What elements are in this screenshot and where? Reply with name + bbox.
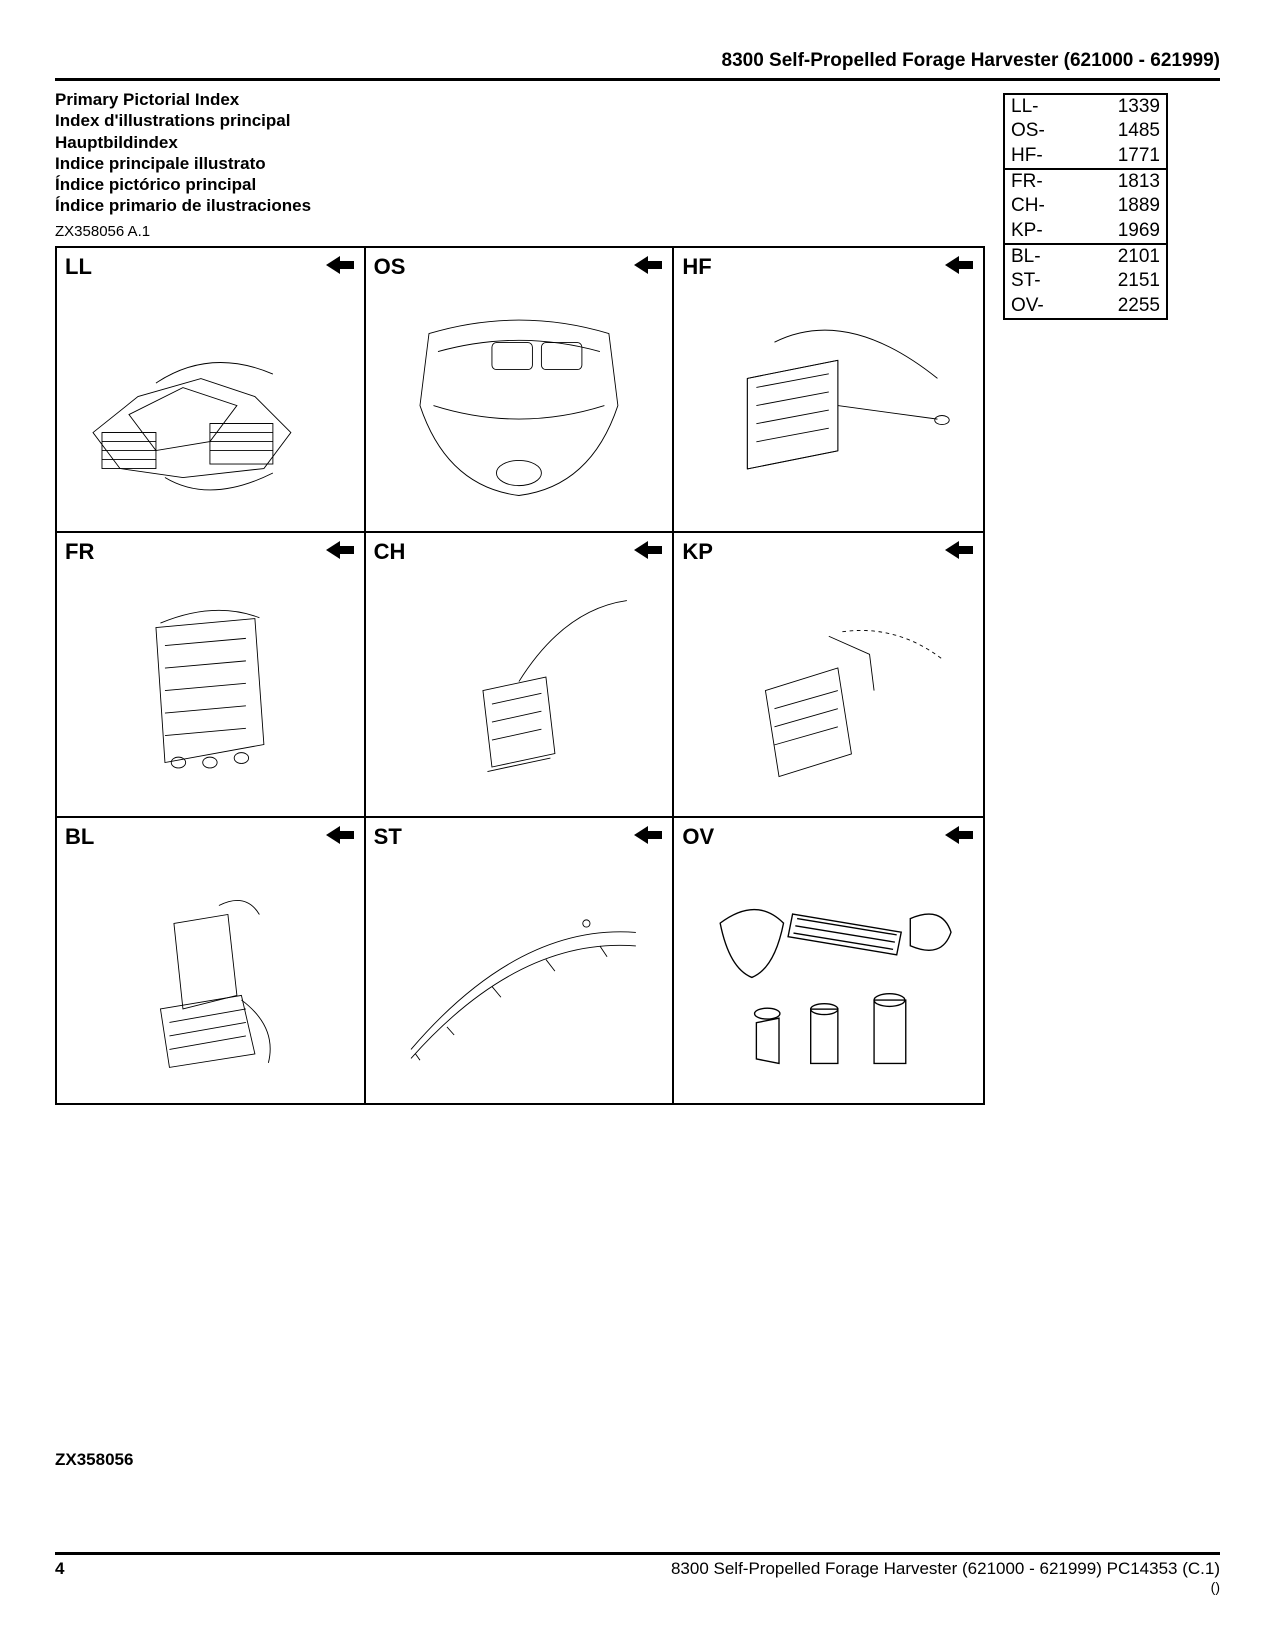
cell-label: CH <box>374 539 406 565</box>
table-row: BL-2101 <box>1005 244 1166 269</box>
grid-cell-os[interactable]: OS <box>366 248 675 533</box>
cell-label: BL <box>65 824 94 850</box>
cell-illustration <box>674 852 983 1103</box>
grid-cell-ch[interactable]: CH <box>366 533 675 818</box>
grid-cell-bl[interactable]: BL <box>57 818 366 1103</box>
grid-cell-st[interactable]: ST <box>366 818 675 1103</box>
cell-illustration <box>366 282 673 531</box>
cell-illustration <box>57 852 364 1103</box>
cell-illustration <box>366 567 673 816</box>
cell-label: FR <box>65 539 94 565</box>
cell-illustration <box>366 852 673 1103</box>
nav-arrow-icon <box>326 256 354 274</box>
drawing-code-bottom: ZX358056 <box>55 1450 133 1470</box>
grid-cell-fr[interactable]: FR <box>57 533 366 818</box>
cell-label: KP <box>682 539 713 565</box>
footer-page-number: 4 <box>55 1559 64 1595</box>
header-title: 8300 Self-Propelled Forage Harvester (62… <box>55 50 1220 78</box>
left-column: Primary Pictorial Index Index d'illustra… <box>55 89 985 1105</box>
footer-line: 8300 Self-Propelled Forage Harvester (62… <box>671 1559 1220 1578</box>
index-titles: Primary Pictorial Index Index d'illustra… <box>55 89 985 217</box>
table-row: HF-1771 <box>1005 144 1166 169</box>
index-title-line: Índice primario de ilustraciones <box>55 195 985 216</box>
page-root: 8300 Self-Propelled Forage Harvester (62… <box>0 0 1275 1650</box>
nav-arrow-icon <box>326 541 354 559</box>
nav-arrow-icon <box>945 826 973 844</box>
index-title-line: Hauptbildindex <box>55 132 985 153</box>
nav-arrow-icon <box>326 826 354 844</box>
cell-illustration <box>674 282 983 531</box>
pictorial-grid: LL <box>55 246 985 1105</box>
index-title-line: Índice pictórico principal <box>55 174 985 195</box>
table-row: LL-1339 <box>1005 95 1166 119</box>
cell-label: OV <box>682 824 714 850</box>
content-row: Primary Pictorial Index Index d'illustra… <box>55 89 1220 1105</box>
nav-arrow-icon <box>945 541 973 559</box>
grid-cell-kp[interactable]: KP <box>674 533 983 818</box>
table-row: CH-1889 <box>1005 194 1166 218</box>
reference-page-table: LL-1339 OS-1485 HF-1771 FR-1813 CH-1889 … <box>1003 93 1168 320</box>
nav-arrow-icon <box>945 256 973 274</box>
cell-illustration <box>674 567 983 816</box>
grid-cell-ov[interactable]: OV <box>674 818 983 1103</box>
grid-cell-ll[interactable]: LL <box>57 248 366 533</box>
table-row: FR-1813 <box>1005 169 1166 194</box>
drawing-code-top: ZX358056 A.1 <box>55 223 985 240</box>
cell-label: ST <box>374 824 402 850</box>
page-footer: 4 8300 Self-Propelled Forage Harvester (… <box>55 1552 1220 1595</box>
cell-label: LL <box>65 254 92 280</box>
nav-arrow-icon <box>634 826 662 844</box>
footer-sub: () <box>671 1579 1220 1595</box>
cell-illustration <box>57 567 364 816</box>
footer-right: 8300 Self-Propelled Forage Harvester (62… <box>671 1559 1220 1595</box>
table-row: OS-1485 <box>1005 119 1166 143</box>
table-row: OV-2255 <box>1005 294 1166 318</box>
table-row: ST-2151 <box>1005 269 1166 293</box>
nav-arrow-icon <box>634 256 662 274</box>
index-title-line: Index d'illustrations principal <box>55 110 985 131</box>
nav-arrow-icon <box>634 541 662 559</box>
header-rule <box>55 78 1220 81</box>
cell-illustration <box>57 282 364 531</box>
cell-label: HF <box>682 254 711 280</box>
index-title-line: Primary Pictorial Index <box>55 89 985 110</box>
table-row: KP-1969 <box>1005 219 1166 244</box>
cell-label: OS <box>374 254 406 280</box>
grid-cell-hf[interactable]: HF <box>674 248 983 533</box>
index-title-line: Indice principale illustrato <box>55 153 985 174</box>
